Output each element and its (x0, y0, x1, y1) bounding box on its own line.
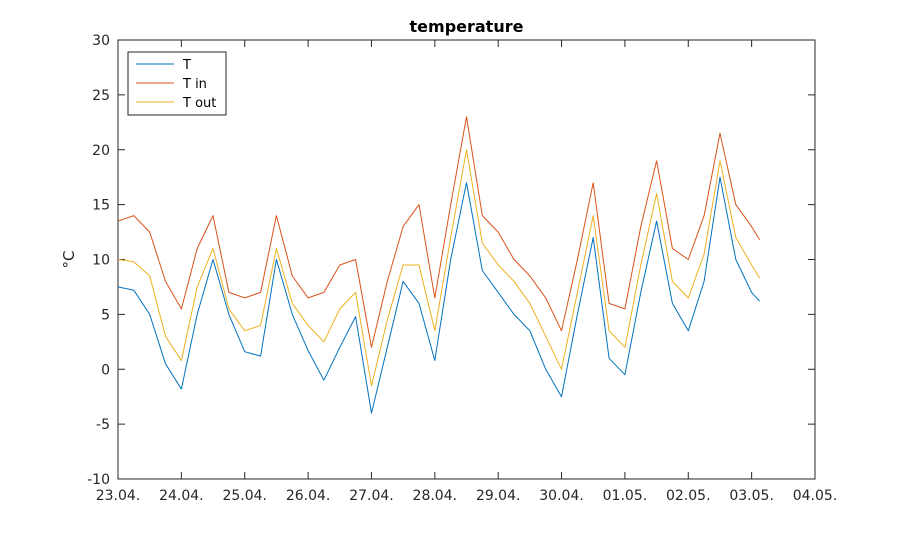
x-tick-label: 29.04. (476, 488, 521, 504)
y-tick-label: 5 (101, 307, 110, 323)
x-tick-label: 01.05. (603, 488, 648, 504)
x-tick-label: 26.04. (286, 488, 331, 504)
axis-ticks: 23.04. 24.04. 25.04. 26.04. 27.04. 28.04. 29.0… (87, 33, 837, 504)
x-tick-label: 30.04. (539, 488, 584, 504)
y-tick-label: -10 (87, 472, 110, 488)
series-lines (117, 116, 761, 414)
x-tick-label: 25.04. (222, 488, 267, 504)
y-axis-label: °C (60, 251, 78, 269)
axes-box (117, 39, 816, 480)
x-tick-label: 04.05. (793, 488, 838, 504)
legend-label: T in (182, 77, 207, 92)
y-tick-label: 30 (92, 33, 110, 49)
legend-label: T (182, 58, 191, 73)
y-tick-label: 25 (92, 88, 110, 104)
x-tick-label: 02.05. (666, 488, 711, 504)
y-tick-label: -5 (96, 417, 110, 433)
legend-label: T out (182, 96, 216, 111)
plot-area (117, 39, 816, 480)
x-tick-label: 28.04. (413, 488, 458, 504)
x-tick-label: 24.04. (159, 488, 204, 504)
x-tick-label: 23.04. (96, 488, 141, 504)
x-tick-label: 27.04. (349, 488, 394, 504)
x-tick-label: 03.05. (729, 488, 774, 504)
y-tick-label: 15 (92, 198, 110, 214)
y-tick-label: 0 (101, 362, 110, 378)
y-tick-label: 20 (92, 143, 110, 159)
y-tick-label: 10 (92, 253, 110, 269)
series-line-t-in (117, 116, 761, 348)
chart-title: temperature (410, 17, 524, 36)
legend: T T in T out (127, 51, 227, 116)
series-line-t (117, 176, 760, 414)
series-line-t-out (117, 149, 761, 387)
